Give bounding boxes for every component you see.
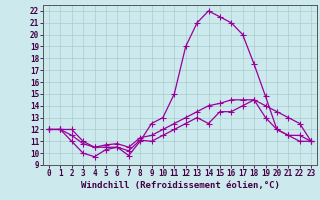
X-axis label: Windchill (Refroidissement éolien,°C): Windchill (Refroidissement éolien,°C): [81, 181, 279, 190]
